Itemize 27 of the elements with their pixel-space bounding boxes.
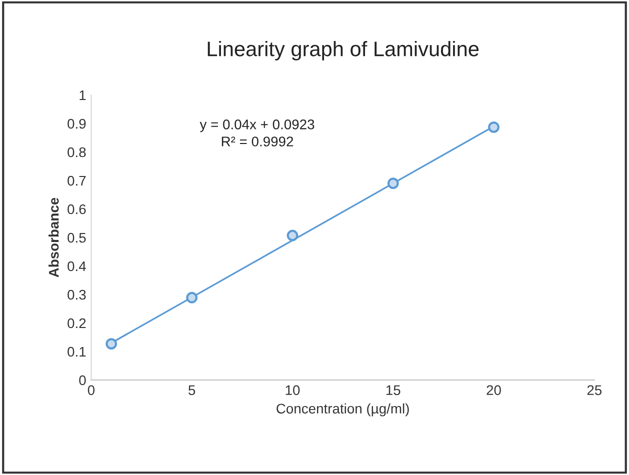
y-tick-label: 1 — [80, 90, 86, 100]
x-tick-label: 5 — [188, 385, 196, 396]
y-tick-label: 0.3 — [68, 290, 86, 300]
point — [488, 122, 500, 133]
x-tick-label: 20 — [486, 385, 501, 396]
x-tick-label: 15 — [386, 385, 400, 396]
y-tick-label: 0.8 — [68, 147, 86, 158]
annotation: R² = 0.9992 — [222, 136, 294, 146]
x-axis-title: Concentration (µg/ml) — [276, 403, 409, 416]
point — [387, 178, 399, 190]
y-tick-label: 0.6 — [68, 204, 86, 214]
y-tick-label: 0.9 — [68, 118, 86, 129]
chart-title: Linearity graph of Lamivudine — [208, 41, 479, 60]
y-axis-title: Absorbance — [48, 198, 59, 278]
point — [106, 338, 118, 350]
x-tick-label: 10 — [286, 385, 300, 396]
x-tick-label: 0 — [88, 385, 95, 396]
x-tick-label: 25 — [587, 385, 602, 396]
y-tick-label: 0.4 — [68, 261, 86, 272]
point — [186, 292, 198, 304]
y-tick-label: 0.1 — [68, 346, 86, 357]
y-tick-label: 0.2 — [68, 318, 86, 328]
y-tick-label: 0.7 — [68, 176, 86, 186]
y-tick-label: 0.5 — [68, 232, 86, 243]
point — [286, 230, 298, 242]
annotation: y = 0.04x + 0.0923 — [200, 120, 314, 132]
y-tick-label: 0 — [79, 375, 86, 386]
